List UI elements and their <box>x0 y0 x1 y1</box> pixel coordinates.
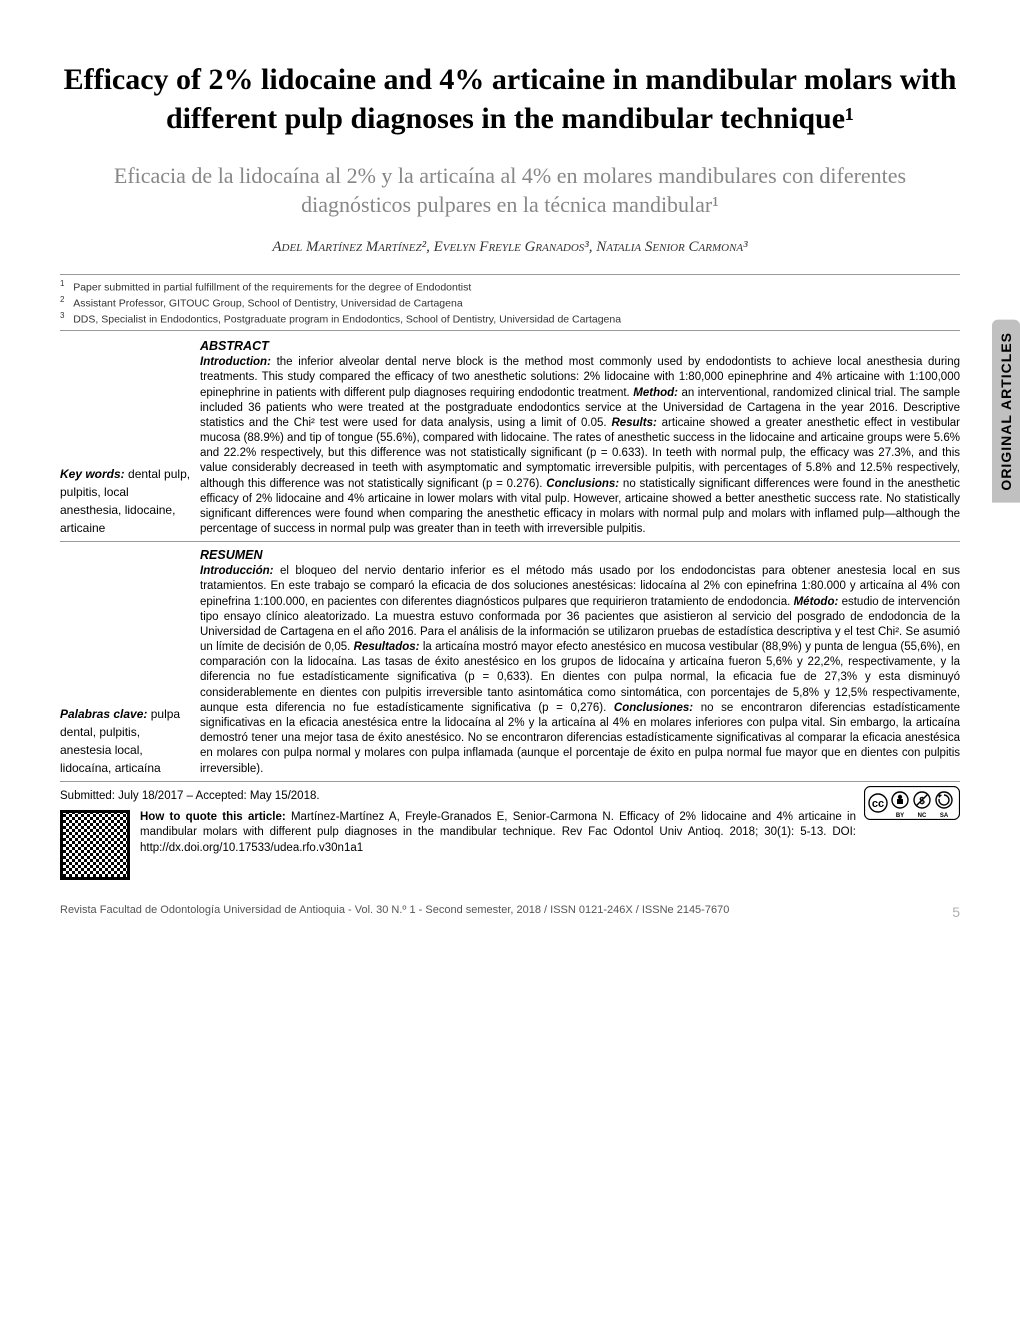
page-number: 5 <box>952 904 960 920</box>
abstract-block: Key words: dental pulp, pulpitis, local … <box>60 333 960 542</box>
svg-text:NC: NC <box>918 813 927 819</box>
author-footnotes: 1 Paper submitted in partial fulfillment… <box>60 274 960 331</box>
footnote-3: 3 DDS, Specialist in Endodontics, Postgr… <box>60 311 960 327</box>
section-tab: ORIGINAL ARTICLES <box>992 320 1020 503</box>
abstract-body: Introduction: the inferior alveolar dent… <box>200 355 960 537</box>
footnote-1: 1 Paper submitted in partial fulfillment… <box>60 279 960 295</box>
svg-text:BY: BY <box>896 813 904 819</box>
citation-text: How to quote this article: Martínez-Mart… <box>140 810 856 857</box>
keywords-label: Key words: <box>60 467 125 481</box>
palabras-clave-label: Palabras clave: <box>60 707 147 721</box>
citation-row: How to quote this article: Martínez-Mart… <box>60 810 856 880</box>
article-subtitle: Eficacia de la lidocaína al 2% y la arti… <box>60 162 960 219</box>
qr-code-icon <box>60 810 130 880</box>
page-footer: Revista Facultad de Odontología Universi… <box>60 904 960 920</box>
abstract-column: ABSTRACT Introduction: the inferior alve… <box>200 333 960 541</box>
keywords-column: Key words: dental pulp, pulpitis, local … <box>60 333 200 541</box>
journal-info: Revista Facultad de Odontología Universi… <box>60 904 729 920</box>
resumen-body: Introducción: el bloqueo del nervio dent… <box>200 564 960 776</box>
footnote-2: 2 Assistant Professor, GITOUC Group, Sch… <box>60 295 960 311</box>
submitted-dates: Submitted: July 18/2017 – Accepted: May … <box>60 790 960 802</box>
article-title: Efficacy of 2% lidocaine and 4% articain… <box>60 60 960 138</box>
svg-text:cc: cc <box>872 798 884 810</box>
resumen-heading: RESUMEN <box>200 548 960 562</box>
palabras-clave-column: Palabras clave: pulpa dental, pulpitis, … <box>60 542 200 780</box>
resumen-block: Palabras clave: pulpa dental, pulpitis, … <box>60 542 960 781</box>
authors-line: Adel Martínez Martínez², Evelyn Freyle G… <box>60 239 960 256</box>
abstract-heading: ABSTRACT <box>200 339 960 353</box>
resumen-column: RESUMEN Introducción: el bloqueo del ner… <box>200 542 960 780</box>
cc-license-badge: cc BY $ NC SA <box>864 786 960 820</box>
svg-text:SA: SA <box>940 813 949 819</box>
